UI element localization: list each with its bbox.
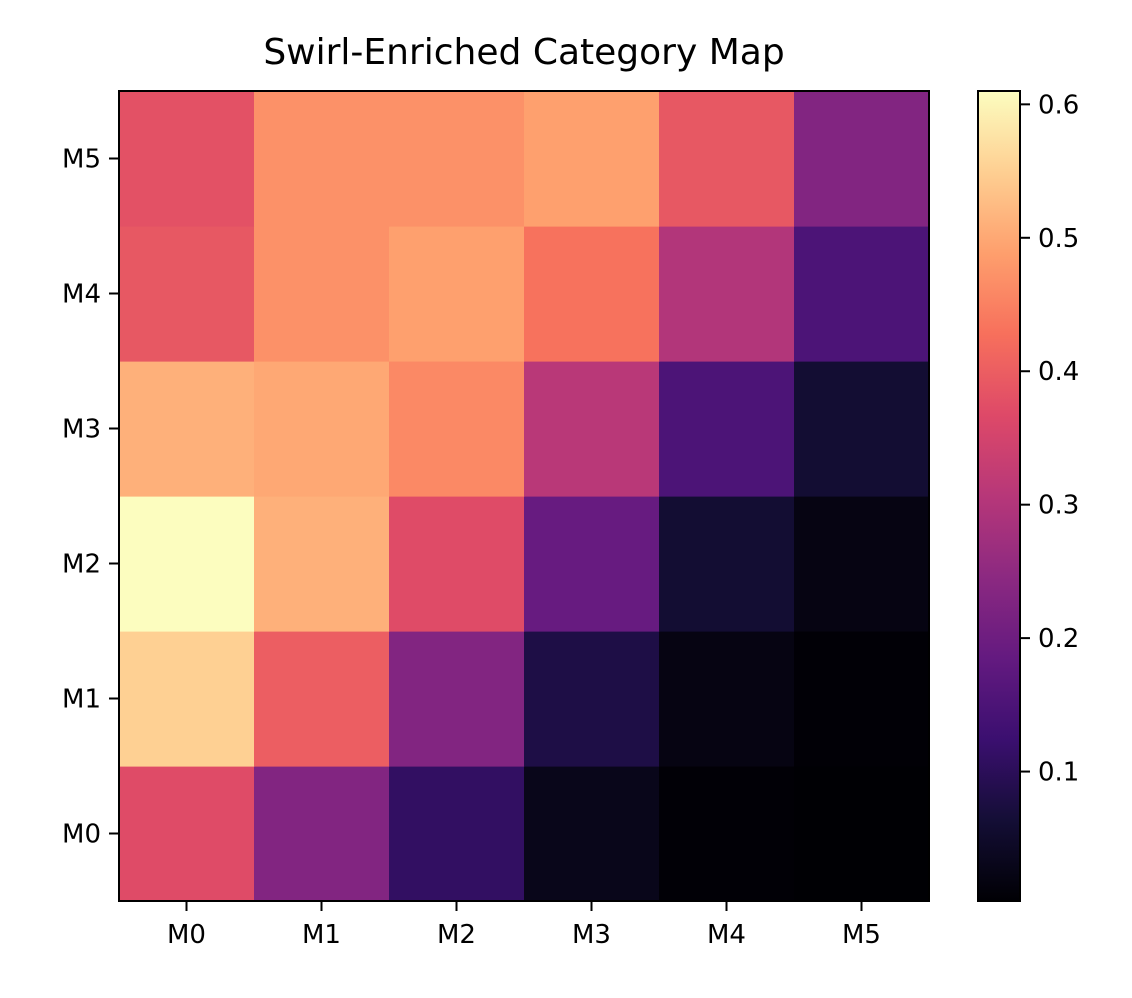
heatmap-cell-M4-M2 <box>389 226 525 362</box>
heatmap-cell-M3-M1 <box>254 361 390 497</box>
heatmap-cell-M1-M2 <box>389 631 525 767</box>
colorbar-tick-label: 0.1 <box>1038 758 1079 788</box>
colorbar-tick-label: 0.4 <box>1038 357 1079 387</box>
colorbar-tick-label: 0.3 <box>1038 491 1079 521</box>
heatmap-cell-M0-M5 <box>794 766 930 902</box>
heatmap-cell-M5-M5 <box>794 91 930 227</box>
y-tick-label: M4 <box>62 280 101 310</box>
x-tick-label: M1 <box>302 920 341 950</box>
heatmap-cell-M2-M5 <box>794 496 930 632</box>
heatmap-cell-M1-M0 <box>119 631 255 767</box>
heatmap-cell-M5-M2 <box>389 91 525 227</box>
heatmap-cell-M5-M3 <box>524 91 660 227</box>
x-tick-label: M4 <box>707 920 746 950</box>
heatmap-cell-M3-M2 <box>389 361 525 497</box>
heatmap-cell-M2-M4 <box>659 496 795 632</box>
heatmap-cell-M4-M5 <box>794 226 930 362</box>
heatmap-cell-M2-M1 <box>254 496 390 632</box>
heatmap-cell-M1-M5 <box>794 631 930 767</box>
heatmap-cell-M5-M1 <box>254 91 390 227</box>
x-tick-label: M2 <box>437 920 476 950</box>
heatmap-cell-M2-M3 <box>524 496 660 632</box>
heatmap-cell-M1-M3 <box>524 631 660 767</box>
heatmap-cell-M5-M4 <box>659 91 795 227</box>
chart-title: Swirl-Enriched Category Map <box>263 32 784 73</box>
colorbar <box>977 90 1021 902</box>
heatmap-cell-M0-M2 <box>389 766 525 902</box>
plot-frame <box>118 90 930 902</box>
heatmap-cell-M0-M4 <box>659 766 795 902</box>
heatmap-cell-M5-M0 <box>119 91 255 227</box>
heatmap-cell-M1-M1 <box>254 631 390 767</box>
y-axis: M0 M1 M2 M3 M4 M5 <box>62 145 119 850</box>
x-tick-label: M0 <box>167 920 206 950</box>
heatmap-cell-M4-M4 <box>659 226 795 362</box>
x-axis: M0 M1 M2 M3 M4 M5 <box>167 901 881 950</box>
heatmap-cell-M2-M0 <box>119 496 255 632</box>
y-tick-label: M3 <box>62 415 101 445</box>
heatmap-cells <box>119 91 930 902</box>
colorbar-tick-label: 0.2 <box>1038 624 1079 654</box>
x-tick-label: M3 <box>572 920 611 950</box>
heatmap-cell-M0-M3 <box>524 766 660 902</box>
heatmap-cell-M2-M2 <box>389 496 525 632</box>
colorbar-axis: 0.1 0.2 0.3 0.4 0.5 0.6 <box>1020 90 1079 788</box>
y-tick-label: M1 <box>62 685 101 715</box>
x-tick-label: M5 <box>842 920 881 950</box>
colorbar-tick-label: 0.5 <box>1038 224 1079 254</box>
y-tick-label: M2 <box>62 550 101 580</box>
y-tick-label: M5 <box>62 145 101 175</box>
heatmap-cell-M0-M0 <box>119 766 255 902</box>
heatmap-cell-M0-M1 <box>254 766 390 902</box>
heatmap-cell-M3-M5 <box>794 361 930 497</box>
heatmap-cell-M3-M0 <box>119 361 255 497</box>
heatmap-cell-M3-M4 <box>659 361 795 497</box>
y-tick-label: M0 <box>62 820 101 850</box>
heatmap-cell-M4-M3 <box>524 226 660 362</box>
heatmap-cell-M3-M3 <box>524 361 660 497</box>
colorbar-tick-label: 0.6 <box>1038 90 1079 120</box>
heatmap-cell-M1-M4 <box>659 631 795 767</box>
heatmap-cell-M4-M0 <box>119 226 255 362</box>
heatmap-cell-M4-M1 <box>254 226 390 362</box>
